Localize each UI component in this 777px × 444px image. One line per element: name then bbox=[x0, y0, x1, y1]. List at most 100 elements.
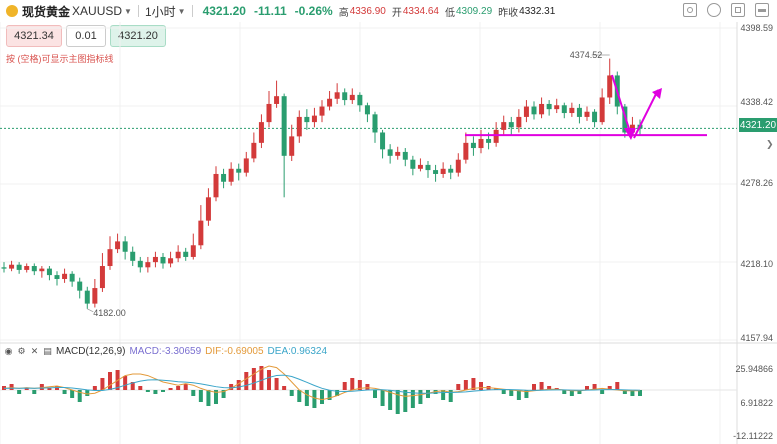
macd-histogram-bar bbox=[282, 386, 287, 390]
up-arrow-drawing bbox=[633, 89, 659, 139]
macd-histogram-bar bbox=[259, 366, 264, 390]
macd-histogram-bar bbox=[312, 390, 317, 408]
sell-button[interactable]: 4321.34 bbox=[6, 25, 62, 47]
candle-body bbox=[508, 122, 514, 128]
macd-histogram-bar bbox=[274, 378, 279, 390]
candle-body bbox=[183, 251, 189, 257]
macd-histogram-bar bbox=[532, 384, 536, 390]
candle-body bbox=[31, 266, 37, 272]
macd-axis-label: 25.94866 bbox=[735, 364, 773, 374]
chevron-right-icon[interactable]: ❯ bbox=[766, 139, 774, 149]
menu-icon[interactable]: ▤ bbox=[43, 346, 52, 356]
candle-body bbox=[569, 107, 575, 114]
candle-body bbox=[99, 266, 105, 289]
close-icon[interactable]: ✕ bbox=[30, 346, 39, 356]
candle-body bbox=[599, 97, 605, 123]
timeframe-selector[interactable]: 1小时 bbox=[144, 4, 176, 19]
macd-histogram-bar bbox=[161, 390, 165, 392]
macd-indicator-header: ◉ ⚙ ✕ ▤ MACD(12,26,9) MACD:-3.30659 DIF:… bbox=[4, 346, 327, 357]
macd-histogram-bar bbox=[577, 390, 582, 394]
macd-histogram-bar bbox=[39, 384, 44, 390]
candle-body bbox=[145, 262, 151, 268]
candle-body bbox=[387, 149, 393, 156]
current-price-tag: 4321.20 bbox=[739, 118, 777, 132]
macd-histogram-bar bbox=[388, 390, 393, 410]
high-marker-label: 4374.52 bbox=[570, 50, 603, 60]
macd-axis-label: -12.11222 bbox=[733, 431, 773, 441]
quantity-input[interactable]: 0.01 bbox=[66, 25, 106, 47]
candle-body bbox=[607, 75, 613, 98]
macd-histogram-bar bbox=[547, 386, 552, 390]
price-axis-label: 4278.26 bbox=[740, 178, 773, 188]
candle-body bbox=[205, 197, 211, 221]
candle-body bbox=[77, 281, 83, 291]
candle-body bbox=[433, 170, 439, 174]
symbol-name[interactable]: 现货黄金 bbox=[22, 4, 71, 19]
candle-body bbox=[190, 245, 196, 257]
camera-icon[interactable] bbox=[683, 3, 697, 17]
macd-histogram-bar bbox=[600, 390, 605, 394]
timeframe-dropdown-icon[interactable]: ▼ bbox=[177, 6, 186, 16]
candle-body bbox=[425, 164, 431, 171]
candle-body bbox=[160, 256, 166, 264]
candle-body bbox=[137, 260, 143, 268]
candle-body bbox=[493, 129, 499, 143]
candle-body bbox=[251, 142, 257, 159]
hide-icon[interactable]: ◉ bbox=[4, 346, 13, 356]
macd-histogram-bar bbox=[130, 382, 135, 390]
macd-histogram-bar bbox=[342, 382, 347, 390]
macd-histogram-bar bbox=[153, 390, 158, 394]
symbol-dropdown-icon[interactable]: ▼ bbox=[124, 6, 132, 16]
up-arrow-head bbox=[652, 88, 662, 99]
macd-histogram-bar bbox=[17, 390, 22, 394]
macd-histogram-bar bbox=[145, 390, 150, 392]
candle-body bbox=[523, 106, 529, 117]
settings-icon[interactable] bbox=[707, 3, 721, 17]
buy-button[interactable]: 4321.20 bbox=[110, 25, 166, 47]
macd-histogram-bar bbox=[267, 370, 271, 390]
price-axis-label: 4398.59 bbox=[740, 23, 773, 33]
candle-body bbox=[281, 96, 287, 156]
candle-body bbox=[319, 106, 325, 116]
macd-histogram-bar bbox=[251, 368, 256, 390]
candle-body bbox=[24, 266, 30, 270]
candle-body bbox=[84, 290, 90, 304]
candle-body bbox=[516, 116, 522, 128]
macd-histogram-bar bbox=[357, 380, 362, 390]
candle-body bbox=[168, 258, 174, 264]
macd-histogram-bar bbox=[479, 382, 483, 390]
candle-body bbox=[349, 94, 355, 101]
candle-body bbox=[258, 122, 264, 143]
macd-histogram-bar bbox=[85, 390, 90, 396]
macd-histogram-bar bbox=[471, 378, 476, 390]
candle-body bbox=[266, 103, 272, 123]
macd-histogram-bar bbox=[622, 390, 627, 394]
candle-body bbox=[62, 273, 68, 279]
symbol-code[interactable]: XAUUSD bbox=[72, 4, 123, 18]
candle-body bbox=[463, 142, 469, 160]
candle-body bbox=[228, 168, 234, 182]
settings-icon[interactable]: ⚙ bbox=[17, 346, 26, 356]
macd-histogram-bar bbox=[585, 386, 589, 390]
macd-histogram-bar bbox=[168, 388, 173, 390]
candle-body bbox=[107, 249, 113, 267]
macd-histogram-bar bbox=[562, 390, 567, 394]
macd-histogram-bar bbox=[183, 384, 188, 390]
last-price: 4321.20 bbox=[202, 4, 246, 18]
candle-body bbox=[470, 142, 476, 149]
snapshot-icon[interactable] bbox=[755, 3, 769, 17]
macd-histogram-bar bbox=[569, 390, 574, 396]
macd-histogram-bar bbox=[410, 390, 415, 408]
macd-histogram-bar bbox=[198, 390, 203, 402]
candle-body bbox=[372, 114, 378, 133]
macd-histogram-bar bbox=[463, 380, 468, 390]
candle-body bbox=[554, 105, 560, 110]
macd-histogram-bar bbox=[327, 390, 332, 400]
fullscreen-icon[interactable] bbox=[731, 3, 745, 17]
macd-histogram-bar bbox=[108, 372, 112, 390]
candle-body bbox=[69, 273, 75, 282]
candle-body bbox=[1, 267, 7, 269]
macd-histogram-bar bbox=[70, 390, 75, 398]
macd-histogram-bar bbox=[516, 390, 521, 400]
